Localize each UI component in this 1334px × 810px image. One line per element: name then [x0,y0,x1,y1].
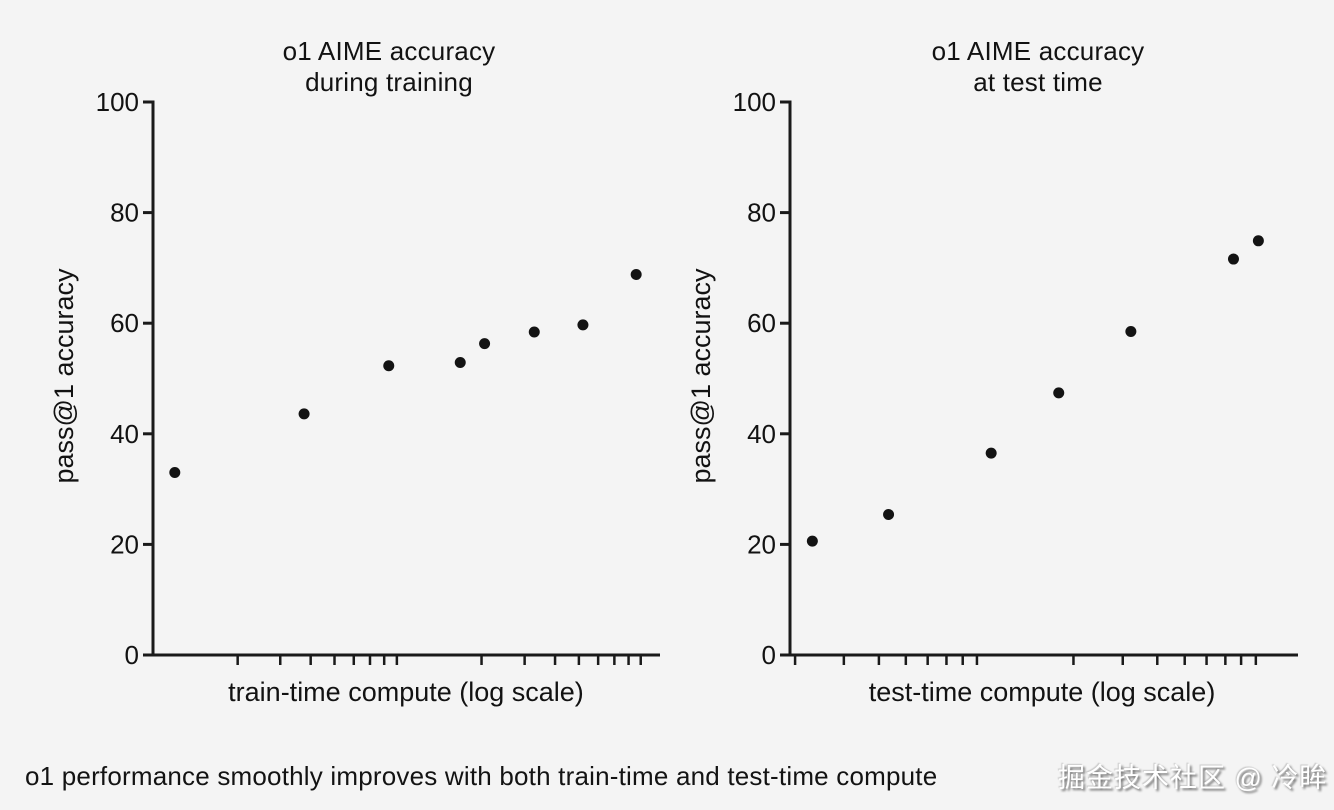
y-tick-label: 60 [110,308,139,338]
y-tick-label: 0 [125,640,139,670]
right-chart-title-line2: at test time [973,67,1103,97]
watermark-text: 掘金技术社区 @ 冷眸_ [1058,763,1328,810]
data-point-dot [1125,325,1137,337]
y-tick-label: 80 [747,198,776,228]
data-point-dot [630,269,642,281]
data-point-dot [479,338,491,350]
left-chart-title-line1: o1 AIME accuracy [282,36,496,66]
figure-caption: o1 performance smoothly improves with bo… [25,761,938,791]
right-chart-plot: 0 20 40 60 80 100 [733,87,1298,670]
data-point-dot [1053,387,1065,399]
data-point-dot [169,467,181,479]
y-tick-label: 40 [747,419,776,449]
right-chart-title-line1: o1 AIME accuracy [931,36,1145,66]
data-point-dot [1227,253,1239,265]
data-point-dot [1252,235,1264,247]
y-tick-label: 80 [110,198,139,228]
y-tick-label: 100 [96,87,139,117]
left-chart-title-line2: during training [305,67,473,97]
data-point-dot [577,319,589,331]
data-point-dot [528,326,540,338]
y-tick-label: 20 [747,529,776,559]
y-tick-label: 60 [747,308,776,338]
y-tick-label: 100 [733,87,776,117]
y-tick-label: 20 [110,529,139,559]
data-point-dot [298,408,310,420]
data-point-dot [454,356,466,368]
data-point-dot [985,447,997,459]
right-y-axis-label: pass@1 accuracy [686,268,716,484]
y-tick-label: 40 [110,419,139,449]
left-y-axis-label: pass@1 accuracy [49,268,79,484]
right-x-axis-label: test-time compute (log scale) [868,677,1216,707]
data-point-dot [806,535,818,547]
data-point-dot [883,509,895,521]
left-chart-title: o1 AIME accuracy during training [179,36,599,98]
left-x-axis-label: train-time compute (log scale) [228,677,584,707]
y-tick-label: 0 [762,640,776,670]
right-chart-title: o1 AIME accuracy at test time [828,36,1248,98]
left-chart-plot: 0 20 40 60 80 100 [96,87,660,670]
data-point-dot [383,360,395,372]
